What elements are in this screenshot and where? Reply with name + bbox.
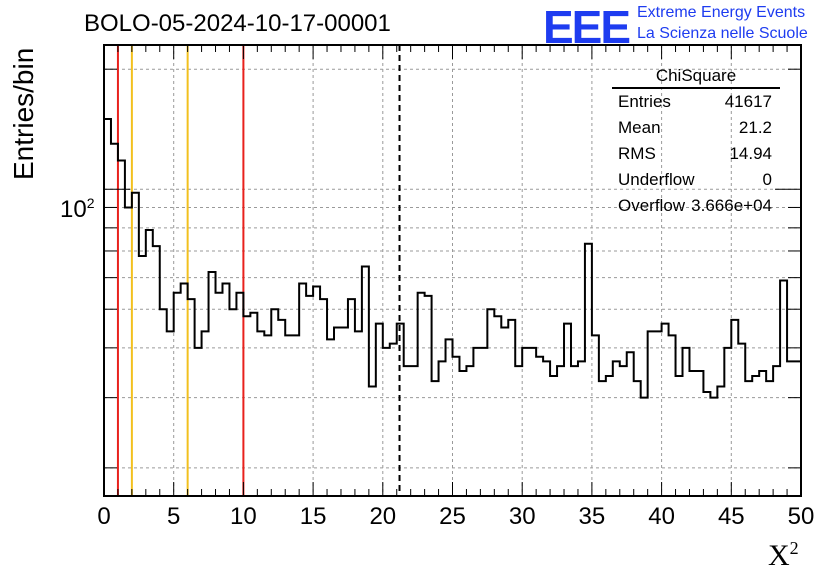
y-tick-base: 10 [60, 196, 87, 223]
stats-key: Underflow [618, 170, 695, 189]
stats-row: Overflow 3.666e+04 [612, 193, 780, 219]
stats-value: 21.2 [738, 118, 772, 137]
logo-line-1: Extreme Energy Events [637, 4, 806, 21]
x-tick-label: 50 [788, 503, 815, 530]
x-tick-label: 10 [230, 503, 257, 530]
eee-logo: EEE [543, 1, 631, 53]
stats-row: Underflow 0 [612, 167, 780, 193]
histogram-series [103, 118, 801, 496]
x-tick-label: 20 [369, 503, 396, 530]
x-tick-label: 45 [718, 503, 745, 530]
stats-row: RMS 14.94 [612, 141, 780, 167]
chart-title: BOLO-05-2024-10-17-00001 [84, 10, 391, 37]
y-tick-exp: 2 [86, 195, 95, 211]
x-axis-label: X2 [768, 538, 799, 572]
stats-title: ChiSquare [612, 66, 780, 89]
x-tick-label: 35 [579, 503, 606, 530]
y-axis-label: Entries/bin [8, 47, 39, 180]
x-axis-label-exponent: 2 [789, 538, 799, 558]
stats-key: Entries [618, 92, 671, 111]
stats-key: RMS [618, 144, 656, 163]
axis-ticks [103, 45, 802, 496]
stats-key: Overflow [618, 196, 686, 215]
vertical-marker-lines [116, 45, 401, 496]
x-tick-labels: 0 5 10 15 20 25 30 35 40 45 50 [97, 503, 814, 530]
stats-row: Entries 41617 [612, 89, 780, 115]
stats-value: 41617 [724, 92, 772, 111]
x-tick-label: 0 [97, 503, 110, 530]
stats-value: 3.666e+04 [691, 196, 772, 215]
stats-key: Mean [618, 118, 661, 137]
x-tick-label: 5 [167, 503, 180, 530]
x-tick-label: 40 [648, 503, 675, 530]
grid-lines [104, 45, 801, 496]
stats-value: 0 [762, 170, 772, 189]
x-tick-label: 30 [509, 503, 536, 530]
logo-line-2: La Scienza nelle Scuole [637, 25, 808, 42]
y-tick-label: 102 [60, 195, 95, 224]
stats-box: ChiSquare Entries 41617 Mean 21.2 RMS 14… [612, 66, 780, 219]
stats-value: 14.94 [729, 144, 772, 163]
stats-row: Mean 21.2 [612, 115, 780, 141]
x-tick-label: 25 [439, 503, 466, 530]
x-tick-label: 15 [300, 503, 327, 530]
